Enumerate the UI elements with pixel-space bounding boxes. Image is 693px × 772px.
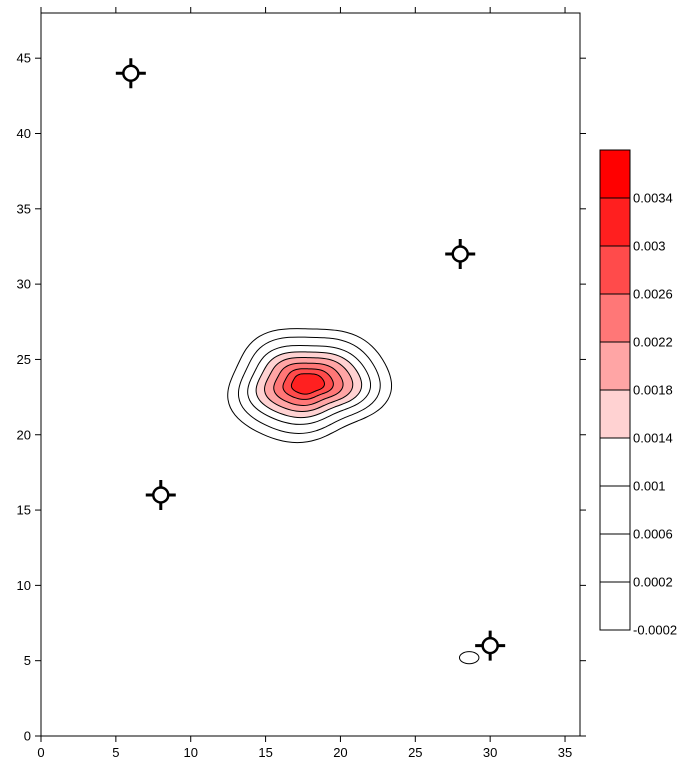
contour-line-4	[264, 356, 354, 413]
colorbar-band-0	[599, 149, 631, 199]
colorbar-label-4: 0.0018	[633, 383, 673, 398]
colorbar-label-0: 0.0034	[633, 191, 673, 206]
colorbar: 0.0034 0.003 0.0026 0.0022 0.0018 0.0014 0.001…	[599, 149, 677, 638]
colorbar-band-3	[599, 293, 631, 343]
colorbar-label-8: 0.0002	[633, 575, 673, 590]
colorbar-label-3: 0.0022	[633, 335, 673, 350]
colorbar-band-7	[599, 485, 631, 535]
well-markers	[115, 58, 506, 661]
well-marker-2	[145, 480, 176, 510]
x-tick-label: 10	[183, 745, 197, 760]
colorbar-band-1	[599, 197, 631, 247]
contour-line-1	[237, 336, 381, 434]
well-marker-0	[115, 58, 146, 89]
contour-line-5	[273, 362, 344, 406]
y-tick-label: 10	[17, 578, 31, 593]
x-tick-label: 0	[37, 745, 44, 760]
colorbar-band-8	[599, 533, 631, 583]
x-tick-label: 5	[112, 745, 119, 760]
y-tick-label: 35	[17, 201, 31, 216]
contour-line-7	[290, 373, 325, 395]
x-tick-label: 35	[558, 745, 572, 760]
well-circle	[122, 64, 140, 82]
colorbar-label-7: 0.0006	[633, 527, 673, 542]
y-tick-label: 5	[24, 653, 31, 668]
y-tick-label: 15	[17, 503, 31, 518]
plot-frame	[40, 12, 581, 737]
y-tick-label: 20	[17, 427, 31, 442]
well-circle	[152, 486, 170, 504]
contour-lines	[227, 328, 480, 665]
well-marker-1	[445, 239, 476, 269]
x-tick-label: 15	[258, 745, 272, 760]
colorbar-band-2	[599, 245, 631, 295]
colorbar-band-9	[599, 581, 631, 631]
x-tick-label: 20	[333, 745, 347, 760]
minor-contour	[458, 651, 480, 665]
y-tick-label: 0	[24, 729, 31, 744]
colorbar-label-1: 0.003	[633, 239, 666, 254]
y-tick-label: 25	[17, 352, 31, 367]
colorbar-label-9: -0.0002	[633, 623, 677, 638]
colorbar-label-6: 0.001	[633, 479, 666, 494]
colorbar-label-2: 0.0026	[633, 287, 673, 302]
well-marker-3	[475, 630, 506, 661]
y-tick-label: 45	[17, 51, 31, 66]
well-circle	[481, 636, 499, 655]
y-tick-label: 30	[17, 277, 31, 292]
axes: 0 5 10 15 20 25 30 35 0 5 10 15 20 25 30 35 40 45	[17, 7, 586, 760]
contour-line-3	[255, 351, 363, 419]
contour-line-2	[247, 345, 372, 425]
well-circle	[451, 245, 469, 263]
colorbar-band-4	[599, 341, 631, 391]
contour-line-6	[282, 368, 334, 400]
x-tick-label: 25	[408, 745, 422, 760]
colorbar-label-5: 0.0014	[633, 431, 673, 446]
colorbar-band-6	[599, 437, 631, 487]
contour-line-0	[227, 328, 393, 444]
x-tick-label: 30	[483, 745, 497, 760]
contour-fill-7	[291, 373, 325, 395]
y-tick-label: 40	[17, 126, 31, 141]
colorbar-band-5	[599, 389, 631, 439]
